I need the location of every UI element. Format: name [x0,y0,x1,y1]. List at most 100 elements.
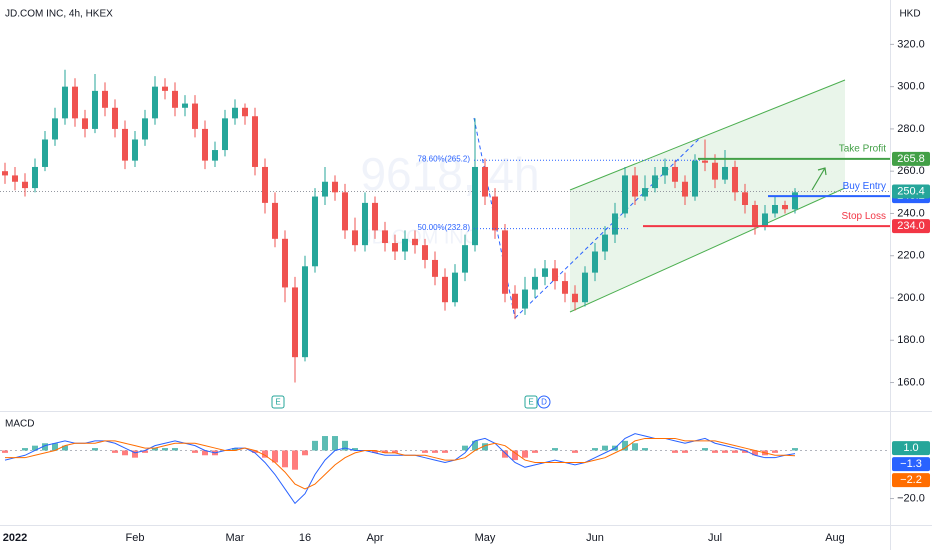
candle-body [42,139,48,167]
candle-body [752,205,758,227]
candle-body [142,118,148,140]
x-tick-label: Jun [586,532,604,544]
candle-body [602,234,608,252]
macd-histogram-bar [112,450,118,453]
event-marker[interactable] [537,395,551,409]
candle-body [702,160,708,163]
y-tick-label: 200.0 [897,292,925,304]
price-badge [892,151,930,166]
macd-histogram-bar [312,440,318,451]
candle-body [742,192,748,205]
macd-histogram-bar [322,436,328,451]
macd-histogram-bar [732,450,738,453]
candle-body [412,238,418,246]
candle-body [2,171,8,176]
y-tick-label: 320.0 [897,38,925,50]
candle-body [172,90,178,108]
macd-histogram-bar [622,440,628,451]
candle-body [422,245,428,260]
macd-histogram-bar [32,445,38,451]
candle-body [392,243,398,252]
candle-body [682,181,688,197]
candle-body [492,196,498,231]
price-badge [892,219,930,234]
macd-histogram-bar [22,448,28,451]
candle-body [302,266,308,358]
candle-body [582,272,588,303]
event-label[interactable]: E [275,398,280,407]
value-badge [892,457,930,472]
x-tick-label: 16 [299,532,311,544]
event-label[interactable]: D [541,398,547,407]
candle-body [232,107,238,119]
macd-histogram-bar [462,445,468,451]
x-tick-label: 2022 [3,532,27,544]
macd-histogram-bar [52,443,58,451]
macd-histogram-bar [252,450,258,453]
candle-body [122,128,128,161]
candle-body [772,205,778,214]
macd-histogram-bar [442,450,448,453]
candle-body [402,238,408,252]
candle-body [712,162,718,180]
candle-body [292,287,298,358]
macd-histogram-bar [62,445,68,451]
candle-body [182,103,188,108]
y-tick-label: 240.0 [897,207,925,219]
fib-leg [473,117,516,319]
macd-histogram-bar [172,448,178,451]
candle-body [12,175,18,182]
macd-histogram-bar [192,450,198,453]
channel-bottom [569,187,846,313]
arrow-head [817,167,827,176]
candle-body [612,213,618,235]
macd-histogram-bar [722,450,728,453]
candle-body [92,90,98,129]
candle-body [692,160,698,197]
candle-body [482,166,488,197]
y-tick-label: 300.0 [897,81,925,93]
level-name: Stop Loss [842,211,886,222]
candle-body [472,166,478,246]
candle-body [592,251,598,273]
candle-body [332,181,338,193]
event-label[interactable]: E [528,398,533,407]
macd-histogram-bar [792,448,798,451]
candle-body [242,107,248,117]
fib-label: 50.00%(232.8) [418,223,471,232]
y-tick-label: 160.0 [897,376,925,388]
price-badge [892,184,930,199]
macd-histogram-bar [672,450,678,453]
event-marker[interactable] [271,395,285,409]
macd-histogram-bar [122,450,128,456]
candle-body [722,166,728,180]
value-badge [892,441,930,456]
y-tick-label: 180.0 [897,334,925,346]
macd-histogram-bar [332,436,338,451]
candle-body [162,86,168,91]
candle-body [132,139,138,161]
candle-body [782,205,788,210]
level-name: Take Profit [839,144,886,155]
x-tick-label: Mar [226,532,245,544]
macd-histogram-bar [602,445,608,451]
y-tick-label: 280.0 [897,123,925,135]
candle-body [532,276,538,290]
macd-histogram-bar [522,450,528,458]
macd-histogram-bar [482,443,488,451]
candle-body [572,293,578,303]
y-tick-label: 260.0 [897,165,925,177]
macd-histogram-bar [342,440,348,451]
fib-label: 78.60%(265.2) [418,154,471,163]
macd-line [5,437,796,490]
candle-body [662,166,668,176]
macd-histogram-bar [162,448,168,451]
candle-body [192,103,198,129]
candle-body [762,213,768,227]
candle-body [212,150,218,161]
macd-histogram-bar [92,448,98,451]
event-marker[interactable] [524,395,538,409]
price-badge-label: 250.4 [897,185,925,197]
x-tick-label: Feb [126,532,145,544]
